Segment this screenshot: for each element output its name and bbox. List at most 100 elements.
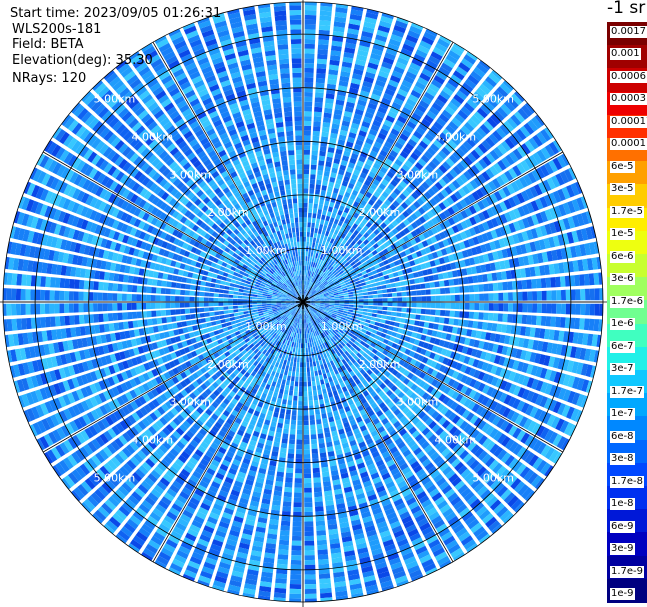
data-gate bbox=[438, 150, 448, 160]
data-gate bbox=[319, 199, 324, 205]
data-gate bbox=[289, 588, 302, 594]
data-gate bbox=[333, 358, 338, 365]
data-gate bbox=[304, 5, 317, 11]
data-gate bbox=[418, 171, 427, 180]
data-gate bbox=[442, 357, 450, 365]
data-gate bbox=[350, 351, 356, 358]
data-gate bbox=[334, 318, 340, 323]
data-gate bbox=[359, 229, 366, 236]
data-gate bbox=[486, 322, 493, 331]
data-gate bbox=[387, 401, 395, 409]
data-gate bbox=[483, 312, 489, 321]
data-gate bbox=[343, 308, 349, 312]
data-gate bbox=[371, 48, 383, 56]
data-gate bbox=[409, 478, 419, 488]
data-gate bbox=[530, 228, 539, 239]
data-gate bbox=[290, 419, 297, 425]
data-gate bbox=[393, 188, 401, 196]
data-gate bbox=[552, 401, 562, 414]
data-gate bbox=[425, 309, 431, 315]
data-gate bbox=[425, 289, 431, 295]
data-gate bbox=[306, 236, 310, 242]
data-gate bbox=[333, 279, 339, 284]
data-gate bbox=[309, 183, 315, 189]
data-gate bbox=[345, 318, 351, 323]
data-gate bbox=[295, 371, 299, 377]
data-gate bbox=[471, 348, 478, 357]
data-gate bbox=[382, 386, 390, 394]
data-gate bbox=[304, 67, 314, 73]
data-gate bbox=[343, 390, 350, 397]
data-gate bbox=[472, 202, 481, 213]
data-gate bbox=[469, 134, 480, 145]
data-gate bbox=[315, 506, 324, 512]
data-gate bbox=[404, 248, 411, 256]
data-gate bbox=[353, 396, 360, 403]
data-gate bbox=[391, 101, 402, 110]
data-gate bbox=[318, 29, 330, 36]
data-gate bbox=[599, 288, 603, 301]
data-gate bbox=[351, 6, 364, 12]
data-gate bbox=[342, 310, 348, 314]
data-gate bbox=[304, 58, 315, 64]
data-gate bbox=[416, 491, 427, 500]
data-gate bbox=[304, 96, 313, 102]
data-gate bbox=[376, 240, 383, 247]
data-gate bbox=[352, 287, 358, 292]
data-gate bbox=[313, 321, 317, 326]
data-gate bbox=[513, 385, 521, 396]
data-gate bbox=[407, 195, 416, 203]
data-gate bbox=[367, 133, 376, 141]
data-gate bbox=[304, 39, 316, 45]
data-gate bbox=[471, 247, 478, 256]
data-gate bbox=[278, 363, 283, 369]
data-gate bbox=[416, 104, 427, 113]
data-gate bbox=[315, 302, 321, 304]
data-gate bbox=[357, 382, 364, 389]
data-gate bbox=[410, 89, 422, 99]
data-gate bbox=[322, 320, 327, 325]
data-gate bbox=[482, 253, 490, 263]
data-gate bbox=[317, 282, 322, 287]
data-gate bbox=[479, 469, 491, 481]
data-gate bbox=[307, 338, 310, 343]
data-gate bbox=[322, 337, 326, 343]
data-gate bbox=[528, 454, 539, 467]
data-gate bbox=[316, 530, 326, 536]
data-gate bbox=[304, 526, 314, 532]
data-gate bbox=[404, 39, 417, 48]
data-gate bbox=[290, 569, 302, 575]
data-gate bbox=[329, 360, 335, 366]
data-gate bbox=[589, 303, 595, 316]
data-gate bbox=[352, 374, 358, 381]
data-gate bbox=[307, 386, 312, 392]
data-gate bbox=[499, 124, 511, 136]
data-gate bbox=[355, 400, 362, 408]
data-gate bbox=[310, 366, 314, 372]
data-gate bbox=[524, 267, 531, 278]
data-gate bbox=[370, 206, 377, 214]
data-gate bbox=[476, 530, 489, 541]
data-gate bbox=[397, 391, 405, 399]
data-gate bbox=[330, 50, 342, 57]
data-gate bbox=[310, 300, 316, 302]
data-gate bbox=[326, 236, 332, 243]
data-gate bbox=[293, 395, 298, 401]
data-gate bbox=[309, 294, 314, 298]
data-gate bbox=[436, 266, 443, 273]
data-gate bbox=[409, 337, 416, 344]
data-gate bbox=[386, 459, 395, 468]
data-gate bbox=[412, 417, 421, 426]
data-gate bbox=[455, 362, 463, 371]
data-gate bbox=[360, 340, 366, 346]
data-gate bbox=[508, 222, 517, 233]
data-gate bbox=[483, 410, 493, 421]
data-gate bbox=[477, 371, 486, 381]
data-gate bbox=[357, 272, 363, 277]
data-gate bbox=[405, 313, 412, 319]
data-gate bbox=[499, 213, 508, 224]
data-gate bbox=[397, 270, 404, 276]
data-gate bbox=[338, 279, 344, 283]
data-gate bbox=[514, 501, 525, 513]
data-gate bbox=[482, 221, 490, 231]
